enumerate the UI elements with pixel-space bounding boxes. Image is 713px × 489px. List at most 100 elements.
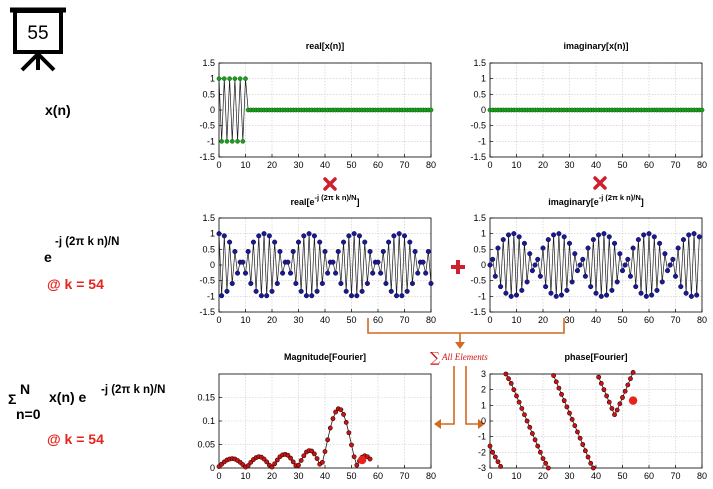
data-point	[535, 443, 541, 449]
xn-label: x(n)	[45, 102, 71, 118]
data-point	[641, 232, 647, 238]
x-tick-label: 0	[487, 471, 492, 481]
x-tick-label: 50	[346, 471, 356, 481]
data-point	[524, 418, 530, 424]
y-tick-label: -0.5	[470, 276, 486, 286]
x-tick-label: 0	[216, 315, 221, 325]
data-point	[240, 259, 246, 265]
data-point	[646, 231, 652, 237]
y-tick-label: 1	[210, 74, 215, 84]
data-point	[295, 239, 302, 245]
data-point	[317, 239, 323, 245]
data-point	[359, 288, 365, 294]
y-tick-label: -1.5	[199, 152, 215, 162]
y-tick-label: 0.05	[197, 440, 215, 450]
series-line	[489, 233, 700, 297]
chart-title-end: ]	[357, 197, 360, 207]
data-point	[620, 395, 625, 400]
data-point	[423, 270, 429, 276]
data-point	[412, 248, 418, 255]
chart-title: phase[Fourier]	[564, 352, 627, 362]
data-point	[492, 273, 498, 279]
data-point	[635, 237, 641, 243]
data-point	[415, 270, 421, 276]
x-tick-label: 10	[511, 315, 521, 325]
data-point	[264, 459, 270, 465]
data-point	[577, 262, 583, 268]
sum-all-elements-label: All Elements	[441, 352, 488, 362]
y-tick-label: -0.5	[199, 121, 215, 131]
data-point	[396, 231, 402, 237]
data-point	[301, 453, 307, 459]
data-point	[319, 280, 325, 287]
y-tick-label: 0.5	[202, 89, 215, 99]
data-point	[314, 288, 320, 294]
data-point	[274, 280, 280, 287]
data-point	[216, 76, 222, 82]
data-point	[301, 233, 307, 239]
data-point	[559, 292, 565, 298]
data-point	[319, 459, 325, 465]
y-tick-label: -0.5	[470, 121, 486, 131]
x-tick-label: 30	[564, 471, 574, 481]
y-tick-label: 0.1	[202, 416, 215, 426]
data-point	[530, 431, 535, 436]
sum-upper-limit: N	[20, 381, 30, 397]
y-tick-label: 1.5	[473, 213, 486, 223]
data-point	[428, 280, 434, 287]
data-point	[633, 284, 639, 290]
data-point	[492, 454, 498, 460]
real-kernel-plot: 0 10 20 30 40 50 60 70 80 -1.5 -1 -0.5 0 0.5 1 1.5 real[…	[199, 193, 436, 325]
data-point	[519, 287, 525, 293]
data-point	[500, 237, 506, 243]
data-point	[487, 262, 493, 268]
data-point	[638, 290, 644, 296]
x-tick-label: 40	[320, 471, 330, 481]
y-tick-label: -1	[207, 291, 215, 301]
plus-icon	[451, 260, 465, 274]
chart-title-superscript: -j (2π k n)/N	[315, 193, 357, 202]
data-point	[567, 410, 572, 416]
data-point	[606, 234, 612, 240]
data-point	[672, 273, 679, 279]
data-point	[662, 251, 668, 257]
x-tick-label: 10	[511, 471, 521, 481]
data-point	[240, 138, 246, 144]
data-point	[654, 287, 660, 293]
kernel-k-label: @ k = 54	[47, 276, 104, 292]
y-tick-label: 0	[481, 260, 486, 270]
data-point	[346, 430, 352, 436]
data-point	[303, 293, 310, 299]
data-point	[322, 248, 328, 255]
data-point	[598, 380, 604, 386]
x-tick-label: 40	[591, 160, 601, 170]
data-point	[495, 245, 501, 251]
data-point	[224, 288, 230, 294]
chart-title-superscript: -j (2π k n)/N	[599, 193, 641, 202]
data-point	[532, 437, 538, 443]
x-tick-label: 60	[373, 315, 383, 325]
data-point	[585, 454, 591, 460]
data-point	[614, 407, 620, 413]
chart-title-end: ]	[641, 197, 644, 207]
data-point	[311, 233, 317, 239]
data-point	[420, 259, 426, 265]
data-point	[574, 268, 581, 274]
y-tick-label: 1.5	[202, 58, 215, 68]
data-point	[667, 262, 673, 268]
x-tick-label: 20	[267, 471, 277, 481]
data-point	[298, 458, 304, 463]
x-tick-label: 70	[399, 315, 409, 325]
y-tick-label: 1	[481, 229, 486, 239]
data-point	[349, 442, 354, 448]
x-tick-label: 30	[564, 315, 574, 325]
data-point	[378, 270, 384, 276]
data-point	[229, 280, 235, 287]
data-point	[670, 256, 676, 262]
data-point	[606, 399, 612, 405]
data-point	[675, 245, 681, 251]
data-point	[277, 248, 283, 255]
data-point	[383, 280, 389, 287]
data-point	[622, 262, 628, 268]
data-point	[264, 293, 270, 299]
